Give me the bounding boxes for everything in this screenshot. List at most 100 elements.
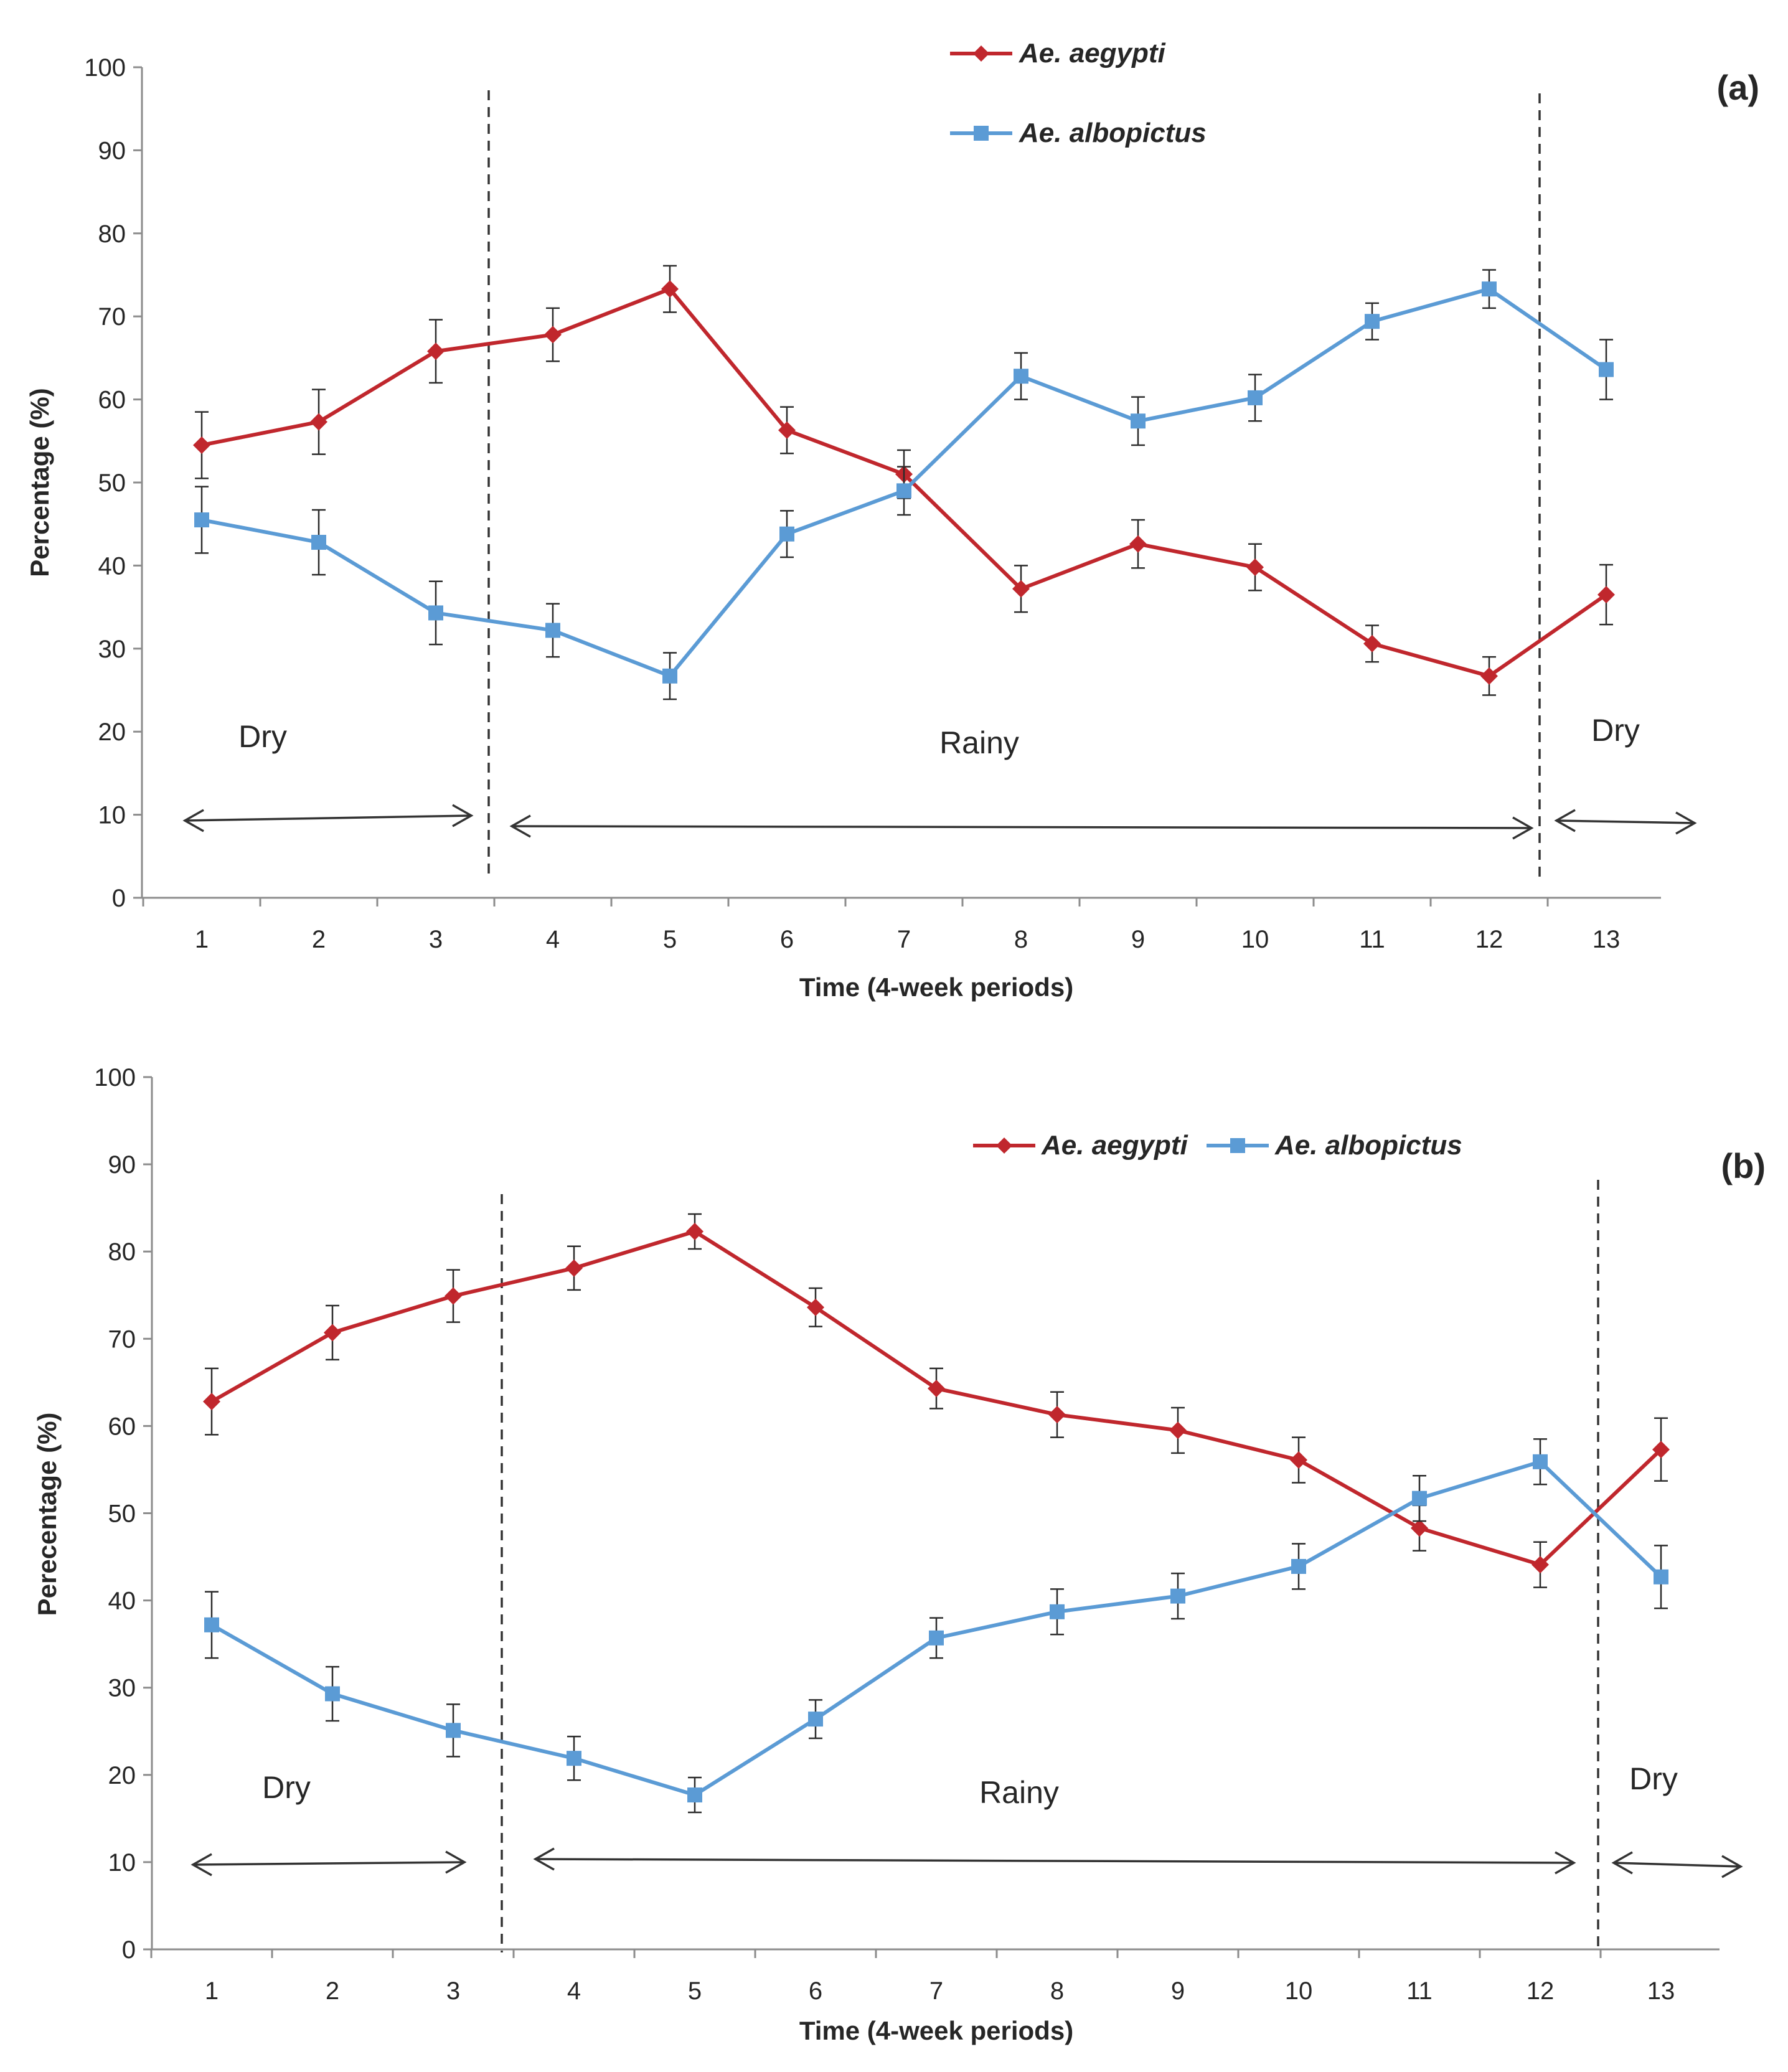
data-point-albopictus <box>1248 390 1263 405</box>
data-point-albopictus <box>1365 314 1380 329</box>
data-point-albopictus <box>567 1751 581 1766</box>
x-tick-label: 7 <box>897 926 911 953</box>
season-label-dry: Dry <box>238 719 287 754</box>
y-tick-label: 40 <box>108 1588 136 1615</box>
season-arrow-head-right <box>1675 811 1697 835</box>
legend-label-aegypti: Ae. aegypti <box>1041 1130 1188 1161</box>
y-tick-label: 30 <box>98 636 126 663</box>
data-point-albopictus <box>779 526 794 542</box>
x-tick-label: 11 <box>1359 926 1385 953</box>
x-tick-label: 10 <box>1241 926 1269 953</box>
data-point-albopictus <box>1170 1588 1185 1604</box>
y-tick-label: 70 <box>108 1326 136 1353</box>
x-tick-label: 12 <box>1475 926 1503 953</box>
data-point-aegypti <box>1532 1556 1549 1574</box>
panel-label: (a) <box>1717 68 1759 107</box>
x-tick-label: 9 <box>1171 1977 1185 2005</box>
data-point-albopictus <box>194 512 209 528</box>
season-arrow-head-left <box>182 809 204 832</box>
x-tick-label: 10 <box>1285 1977 1313 2005</box>
season-label-rainy: Rainy <box>979 1775 1059 1810</box>
data-point-aegypti <box>1597 586 1615 604</box>
y-tick-label: 20 <box>108 1762 136 1789</box>
data-point-albopictus <box>204 1617 219 1632</box>
season-arrow-shaft <box>192 1861 465 1866</box>
legend-label-aegypti: Ae. aegypti <box>1019 38 1166 68</box>
data-point-aegypti <box>1246 558 1264 577</box>
y-tick-label: 50 <box>98 469 126 497</box>
legend-marker-aegypti <box>973 45 989 62</box>
y-tick-label: 40 <box>98 552 126 580</box>
data-point-albopictus <box>428 605 443 621</box>
data-point-albopictus <box>929 1630 944 1646</box>
season-arrow-head-left <box>1554 809 1576 832</box>
y-tick-label: 80 <box>108 1238 136 1266</box>
data-point-albopictus <box>1050 1604 1065 1619</box>
data-point-aegypti <box>807 1298 824 1316</box>
y-tick-label: 30 <box>108 1675 136 1702</box>
data-point-aegypti <box>445 1287 462 1305</box>
x-tick-label: 11 <box>1406 1977 1433 2005</box>
season-arrow-head-right <box>445 1850 467 1874</box>
data-point-albopictus <box>311 535 326 550</box>
data-point-albopictus <box>687 1787 702 1803</box>
x-tick-label: 9 <box>1131 926 1145 953</box>
x-tick-label: 1 <box>205 1977 219 2005</box>
panel-label: (b) <box>1721 1146 1766 1185</box>
y-tick-label: 20 <box>98 718 126 746</box>
y-tick-label: 90 <box>108 1151 136 1179</box>
x-axis-title: Time (4-week periods) <box>799 2016 1073 2045</box>
season-arrow-head-left <box>509 814 531 838</box>
legend-marker-aegypti <box>996 1137 1012 1154</box>
data-point-aegypti <box>1012 580 1030 598</box>
season-arrow-head-left <box>1611 1851 1633 1875</box>
y-tick-label: 0 <box>122 1936 136 1964</box>
data-point-aegypti <box>1129 535 1147 553</box>
season-arrow-shaft <box>511 825 1532 829</box>
y-tick-label: 60 <box>108 1413 136 1440</box>
data-point-albopictus <box>1014 369 1028 384</box>
data-point-aegypti <box>1363 634 1381 652</box>
season-arrow-head-right <box>452 804 474 827</box>
data-point-aegypti <box>310 413 327 431</box>
y-tick-label: 10 <box>108 1849 136 1877</box>
data-point-albopictus <box>1412 1490 1427 1506</box>
x-tick-label: 5 <box>663 926 677 953</box>
season-label-dry: Dry <box>1629 1761 1678 1796</box>
y-tick-label: 70 <box>98 303 126 331</box>
y-axis-title: Percentage (%) <box>25 388 54 577</box>
x-tick-label: 2 <box>326 1977 339 2005</box>
data-point-albopictus <box>1482 281 1497 297</box>
x-tick-label: 2 <box>312 926 326 953</box>
x-tick-label: 8 <box>1014 926 1028 953</box>
season-label-dry: Dry <box>262 1770 311 1805</box>
x-axis-title: Time (4-week periods) <box>799 972 1073 1002</box>
x-tick-label: 4 <box>567 1977 581 2005</box>
data-point-aegypti <box>324 1324 341 1342</box>
legend-label-albopictus: Ae. albopictus <box>1274 1130 1462 1161</box>
season-arrow-head-right <box>1721 1855 1743 1878</box>
x-tick-label: 3 <box>446 1977 460 2005</box>
season-arrow-shaft <box>535 1858 1574 1864</box>
legend-label-albopictus: Ae. albopictus <box>1019 118 1207 148</box>
x-tick-label: 7 <box>929 1977 943 2005</box>
data-point-aegypti <box>203 1393 220 1411</box>
x-tick-label: 6 <box>780 926 794 953</box>
data-point-aegypti <box>427 342 445 360</box>
data-point-aegypti <box>1048 1406 1066 1424</box>
season-arrow-head-left <box>191 1853 212 1877</box>
season-label-rainy: Rainy <box>939 725 1019 760</box>
x-tick-label: 4 <box>546 926 560 953</box>
data-point-albopictus <box>446 1723 461 1738</box>
data-point-aegypti <box>544 326 562 344</box>
season-label-dry: Dry <box>1591 713 1640 748</box>
legend-marker-albopictus <box>974 126 989 141</box>
data-point-aegypti <box>1652 1441 1670 1459</box>
data-point-aegypti <box>1411 1519 1428 1537</box>
y-tick-label: 50 <box>108 1500 136 1528</box>
data-point-albopictus <box>808 1712 823 1727</box>
data-point-albopictus <box>1654 1569 1668 1585</box>
data-point-aegypti <box>1290 1451 1307 1469</box>
